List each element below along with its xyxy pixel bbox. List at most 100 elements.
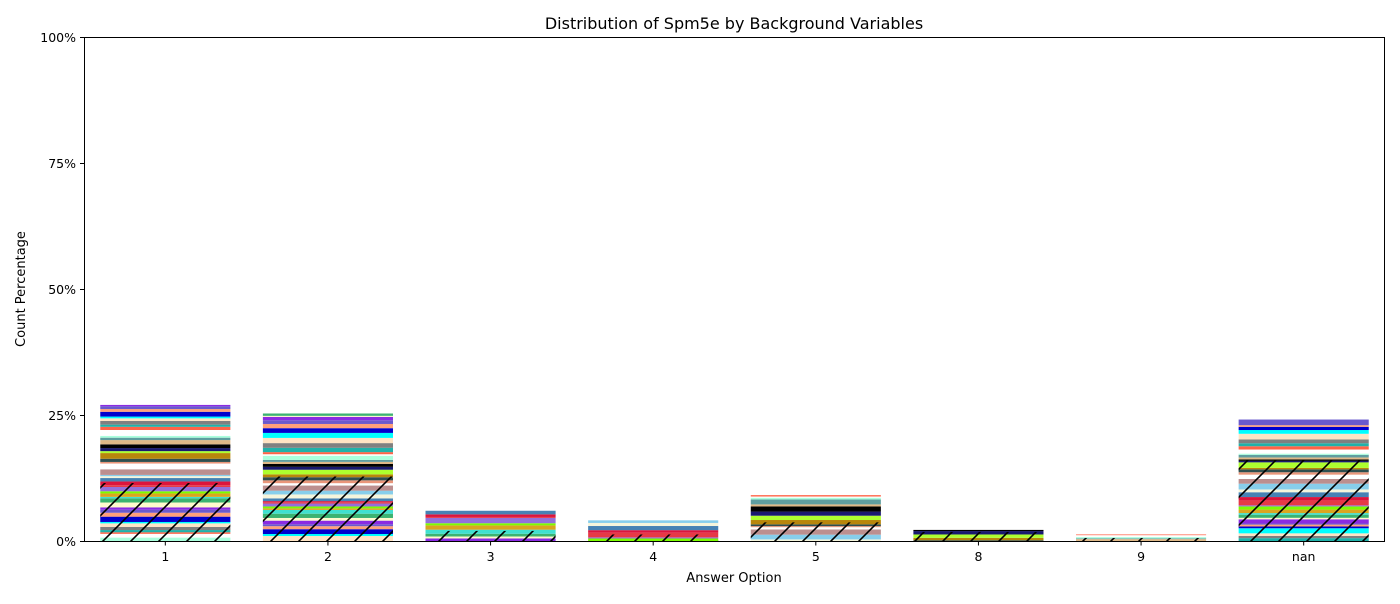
bar-segment <box>100 444 231 449</box>
x-axis-label: Answer Option <box>686 571 781 586</box>
chart-title: Distribution of Spm5e by Background Vari… <box>545 14 923 33</box>
bar-hatch-overlay <box>913 531 1044 541</box>
bar-segment <box>262 416 393 421</box>
bar-segment <box>100 406 231 410</box>
x-tick-label: 4 <box>649 549 657 564</box>
bar-segment <box>100 463 231 470</box>
bar-segment <box>100 426 231 431</box>
bar-segment <box>262 463 393 467</box>
bar-segment <box>262 420 393 424</box>
bar-segment <box>1076 535 1207 538</box>
bar-segment <box>425 514 556 517</box>
bar-segment <box>100 437 231 441</box>
bar-stack-8 <box>913 529 1044 541</box>
bar-hatch-overlay <box>588 534 719 541</box>
bar-segment <box>100 420 231 425</box>
bar-segment <box>262 447 393 453</box>
bar-segment <box>262 469 393 475</box>
bar-segment <box>100 469 231 475</box>
bar-segment <box>913 529 1044 532</box>
y-tick-label: 75% <box>48 156 76 171</box>
bar-segment <box>262 459 393 462</box>
bar-segment <box>1238 449 1369 454</box>
bar-segment <box>100 409 231 412</box>
x-tick-label: 2 <box>324 549 332 564</box>
bar-segment <box>588 522 719 527</box>
x-tick-label: 3 <box>487 549 495 564</box>
y-axis: 0% 25% 50% 75% 100% <box>40 30 84 549</box>
bar-segment <box>588 520 719 523</box>
bar-segment <box>425 510 556 515</box>
bar-segment <box>1238 426 1369 431</box>
bar-segment <box>425 516 556 518</box>
x-tick-label: 8 <box>974 549 982 564</box>
bar-hatch-overlay <box>1076 537 1207 541</box>
bar-segment <box>750 506 881 512</box>
bar-stack-3 <box>425 510 556 541</box>
bar-segment <box>262 432 393 438</box>
bar-hatch-overlay <box>262 476 393 541</box>
y-tick-label: 25% <box>48 408 76 423</box>
bar-segment <box>100 424 231 427</box>
bar-segment <box>100 411 231 417</box>
bar-segment <box>100 440 231 445</box>
bar-stack-2 <box>262 413 393 541</box>
bar-hatch-overlay <box>1238 460 1369 541</box>
plot-frame <box>84 37 1385 542</box>
bar-segment <box>1238 439 1369 444</box>
bar-stack-9 <box>1076 534 1207 541</box>
y-tick-label: 100% <box>40 30 76 45</box>
bar-segment <box>1238 430 1369 434</box>
bar-segment <box>1238 459 1369 461</box>
bar-segment <box>262 454 393 456</box>
y-tick-label: 0% <box>56 534 76 549</box>
bar-segment <box>262 413 393 416</box>
bar-segment <box>1238 433 1369 440</box>
x-tick-label: 5 <box>812 549 820 564</box>
x-tick-label: nan <box>1292 549 1316 564</box>
bar-segment <box>100 404 231 407</box>
bar-segment <box>262 415 393 417</box>
bar-stack-5 <box>750 495 881 541</box>
y-tick-label: 50% <box>48 282 76 297</box>
bar-segment <box>750 520 881 525</box>
bar-segment <box>100 474 231 477</box>
bar-segment <box>262 466 393 470</box>
bar-segment <box>1238 443 1369 447</box>
bar-segment <box>100 448 231 452</box>
bar-segment <box>750 497 881 500</box>
bar-stack-nan <box>1238 419 1369 541</box>
bar-hatch-overlay <box>750 522 881 541</box>
bar-segment <box>100 416 231 419</box>
bar-segment <box>1076 537 1207 539</box>
bar-segment <box>100 435 231 438</box>
x-tick-label: 9 <box>1137 549 1145 564</box>
bar-segment <box>1238 425 1369 427</box>
bar-segment <box>588 530 719 533</box>
bar-stack-4 <box>588 520 719 541</box>
bar-segment <box>100 453 231 459</box>
bar-segment <box>1238 419 1369 426</box>
bars-layer <box>100 404 1369 541</box>
bar-segment <box>750 495 881 497</box>
bar-hatch-overlay <box>425 530 556 541</box>
bar-segment <box>425 523 556 526</box>
bar-segment <box>100 451 231 454</box>
bar-segment <box>588 526 719 531</box>
bar-segment <box>100 418 231 421</box>
bar-segment <box>425 517 556 524</box>
bar-segment <box>750 504 881 507</box>
bar-segment <box>1238 457 1369 460</box>
bar-segment <box>262 423 393 429</box>
bar-segment <box>100 461 231 464</box>
bar-segment <box>1238 453 1369 455</box>
bar-segment <box>262 437 393 444</box>
y-axis-label: Count Percentage <box>14 231 29 347</box>
bar-segment <box>262 452 393 455</box>
bar-segment <box>262 474 393 478</box>
bar-segment <box>100 430 231 436</box>
bar-segment <box>750 496 881 498</box>
bar-segment <box>100 476 231 479</box>
